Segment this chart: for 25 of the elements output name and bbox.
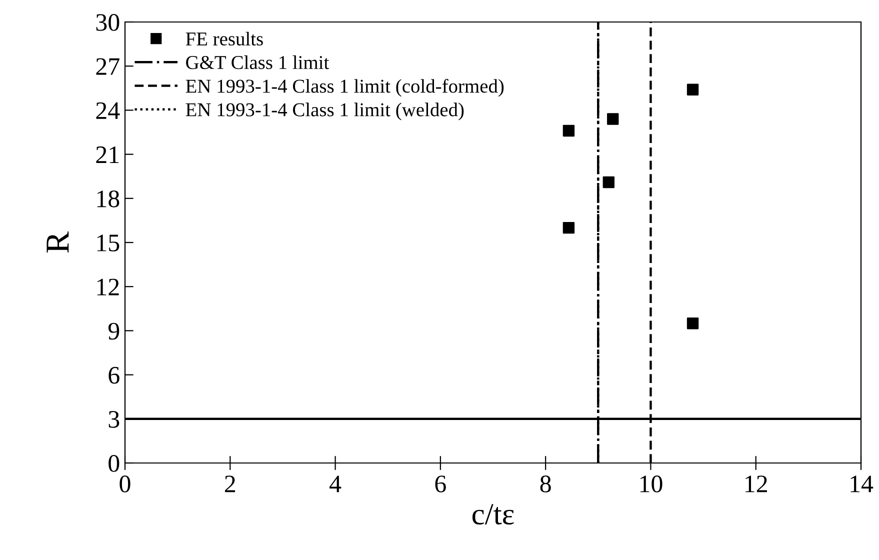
legend-label: EN 1993-1-4 Class 1 limit (cold-formed) xyxy=(186,78,504,97)
y-tick-label: 9 xyxy=(108,322,120,340)
y-tick-label: 15 xyxy=(97,234,120,252)
y-tick-label: 18 xyxy=(97,190,120,208)
y-tick-label: 12 xyxy=(97,278,119,296)
y-tick-label: 0 xyxy=(108,455,120,472)
x-tick-label: 12 xyxy=(746,476,767,492)
y-tick-label: 21 xyxy=(96,146,119,163)
y-tick-label: 30 xyxy=(96,14,120,31)
y-tick-label: 27 xyxy=(96,58,120,75)
y-axis-title: R xyxy=(46,231,69,253)
legend-label: FE results xyxy=(186,32,263,46)
x-tick-label: 0 xyxy=(120,476,130,492)
x-tick-label: 8 xyxy=(540,476,551,492)
legend-label: G&T Class 1 limit xyxy=(186,55,330,70)
y-tick-label: 6 xyxy=(108,366,120,384)
x-tick-label: 6 xyxy=(435,476,446,492)
x-axis-title: c/tε xyxy=(472,504,514,525)
y-tick-label: 24 xyxy=(96,102,120,119)
y-tick-label: 3 xyxy=(108,411,120,428)
legend-label: EN 1993-1-4 Class 1 limit (welded) xyxy=(186,102,464,120)
x-tick-label: 10 xyxy=(640,476,662,492)
x-tick-label: 2 xyxy=(224,476,236,492)
x-tick-label: 4 xyxy=(330,476,342,492)
x-tick-label: 14 xyxy=(850,476,874,492)
